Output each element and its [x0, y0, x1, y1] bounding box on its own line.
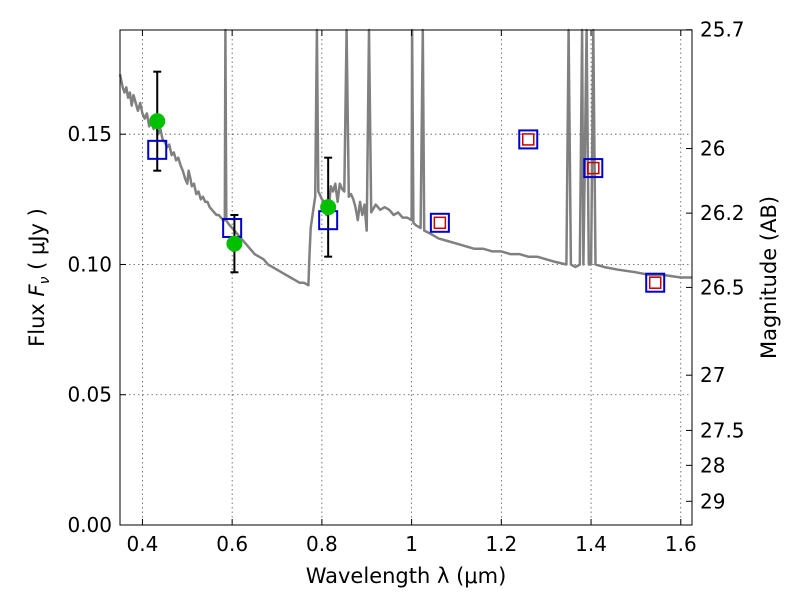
y-tick-label: 0.05	[67, 383, 112, 407]
x-tick-label: 0.8	[306, 532, 338, 556]
y-axis-label-left: Flux Fν ( μJy )	[25, 208, 53, 347]
nir-bandpass-marker	[522, 133, 535, 146]
right-tick-label: 27.5	[700, 418, 745, 442]
y-label-subscript: ν	[37, 276, 53, 284]
nir-bandpass-marker	[433, 216, 447, 230]
model-bandpass-marker	[583, 158, 604, 179]
observed-points	[149, 113, 337, 252]
nir-bandpass-marker	[587, 161, 600, 175]
y-tick-label: 0.15	[67, 122, 112, 146]
nir-bandpass-marker	[648, 276, 662, 289]
right-tick-label: 26.2	[700, 201, 745, 225]
y-label-prefix: Flux	[25, 297, 49, 347]
x-tick-label: 1	[405, 532, 418, 556]
right-tick-label: 29	[700, 489, 725, 513]
x-tick-label: 1.4	[575, 532, 607, 556]
observed-point	[320, 199, 337, 216]
grid-lines	[120, 30, 692, 526]
y-tick-label: 0.10	[67, 252, 112, 276]
y-label-units: ( μJy )	[25, 208, 49, 276]
x-axis-label: Wavelength λ (μm)	[306, 564, 507, 588]
right-tick-label: 27	[700, 363, 725, 387]
right-tick-label: 26	[700, 137, 725, 161]
observed-point	[149, 113, 166, 130]
x-tick-label: 1.2	[485, 532, 517, 556]
x-tick-label: 1.6	[665, 532, 697, 556]
y-tick-label: 0.00	[67, 513, 112, 537]
x-tick-label: 0.4	[127, 532, 159, 556]
y-axis-label-right: Magnitude (AB)	[757, 196, 781, 359]
observed-point	[226, 235, 243, 252]
model-bandpass-marker	[645, 272, 666, 293]
y-label-symbol: F	[25, 284, 49, 297]
model-spectrum	[118, 28, 692, 287]
right-tick-label: 25.7	[700, 18, 745, 42]
spectrum-line	[118, 28, 692, 287]
error-bars	[153, 70, 333, 274]
right-tick-label: 26.5	[700, 275, 745, 299]
model-bandpass-marker	[147, 139, 168, 160]
plot-frame	[119, 29, 693, 526]
model-bandpass-marker	[518, 129, 539, 150]
axis-ticks: 0.4 0.6 0.8 1 1.2 1.4 1.6 0.00 0.05 0.10 0.15 25.7 2…	[67, 18, 744, 556]
x-tick-label: 0.6	[216, 532, 248, 556]
right-tick-label: 28	[700, 453, 725, 477]
model-bandpass-marker	[429, 212, 450, 233]
